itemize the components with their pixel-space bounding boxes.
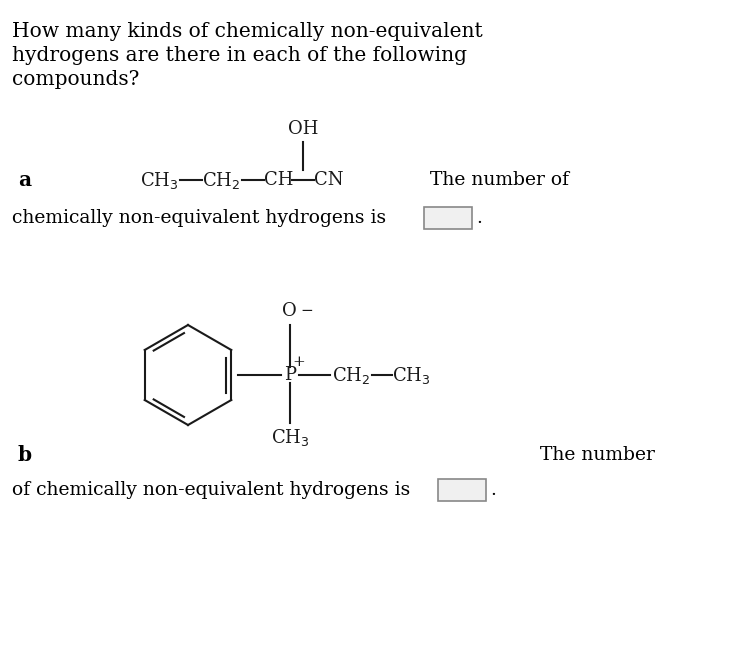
Text: CH$_3$: CH$_3$ xyxy=(271,427,309,448)
Text: .: . xyxy=(490,481,496,499)
Text: P: P xyxy=(284,366,296,384)
FancyBboxPatch shape xyxy=(424,207,472,229)
Text: CN: CN xyxy=(314,171,344,189)
Text: The number: The number xyxy=(540,446,655,464)
Text: CH$_3$: CH$_3$ xyxy=(140,170,179,190)
Text: CH$_3$: CH$_3$ xyxy=(392,364,430,385)
Text: a: a xyxy=(18,170,31,190)
Text: .: . xyxy=(476,209,482,227)
Text: b: b xyxy=(18,445,32,465)
Text: chemically non-equivalent hydrogens is: chemically non-equivalent hydrogens is xyxy=(12,209,386,227)
Text: OH: OH xyxy=(288,120,318,138)
Text: +: + xyxy=(292,355,306,369)
FancyBboxPatch shape xyxy=(438,479,486,501)
Text: O: O xyxy=(282,302,296,320)
Text: −: − xyxy=(300,304,312,318)
Text: of chemically non-equivalent hydrogens is: of chemically non-equivalent hydrogens i… xyxy=(12,481,410,499)
Text: compounds?: compounds? xyxy=(12,70,139,89)
Text: hydrogens are there in each of the following: hydrogens are there in each of the follo… xyxy=(12,46,467,65)
Text: CH$_2$: CH$_2$ xyxy=(202,170,240,190)
Text: The number of: The number of xyxy=(430,171,569,189)
Text: CH$_2$: CH$_2$ xyxy=(332,364,370,385)
Text: How many kinds of chemically non-equivalent: How many kinds of chemically non-equival… xyxy=(12,22,483,41)
Text: CH: CH xyxy=(264,171,293,189)
